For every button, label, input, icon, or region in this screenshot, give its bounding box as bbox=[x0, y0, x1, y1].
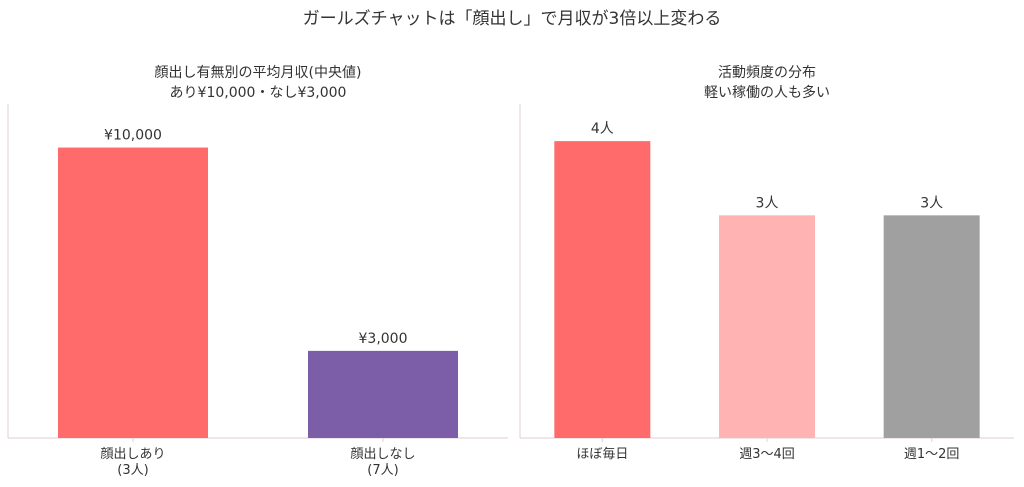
x-tick-label-3-line-1: 週1〜2回 bbox=[904, 447, 960, 462]
chart-title-line-2: あり¥10,000・なし¥3,000 bbox=[170, 85, 347, 101]
bar-value-label-2: ¥3,000 bbox=[359, 331, 408, 347]
x-tick-label-2-line-2: (7人) bbox=[367, 463, 398, 478]
chart-title-line-1: 顔出し有無別の平均月収(中央値) bbox=[155, 65, 362, 81]
bar-2 bbox=[719, 215, 815, 438]
bar-value-label-1: 4人 bbox=[591, 121, 614, 137]
bar-2 bbox=[308, 350, 458, 438]
bar-value-label-1: ¥10,000 bbox=[104, 128, 162, 144]
x-tick-label-1-line-1: 顔出しあり bbox=[100, 447, 165, 462]
figure-suptitle: ガールズチャットは「顔出し」で月収が3倍以上変わる bbox=[303, 9, 722, 29]
chart-title-line-2: 軽い稼働の人も多い bbox=[704, 84, 830, 101]
bar-3 bbox=[883, 215, 980, 438]
x-tick-label-1-line-2: (3人) bbox=[117, 463, 148, 478]
bar-1 bbox=[58, 147, 208, 438]
bar-value-label-2: 3人 bbox=[756, 195, 779, 211]
x-tick-label-2-line-1: 週3〜4回 bbox=[739, 447, 795, 462]
x-tick-label-2-line-1: 顔出しなし bbox=[350, 447, 415, 462]
bar-1 bbox=[554, 141, 651, 438]
chart-title-line-1: 活動頻度の分布 bbox=[718, 65, 816, 81]
chart-panel-1: 顔出し有無別の平均月収(中央値) あり¥10,000・なし¥3,000 ¥10,00… bbox=[7, 65, 508, 478]
bar-value-label-3: 3人 bbox=[920, 195, 943, 211]
x-tick-label-1-line-1: ほぼ毎日 bbox=[576, 446, 628, 462]
